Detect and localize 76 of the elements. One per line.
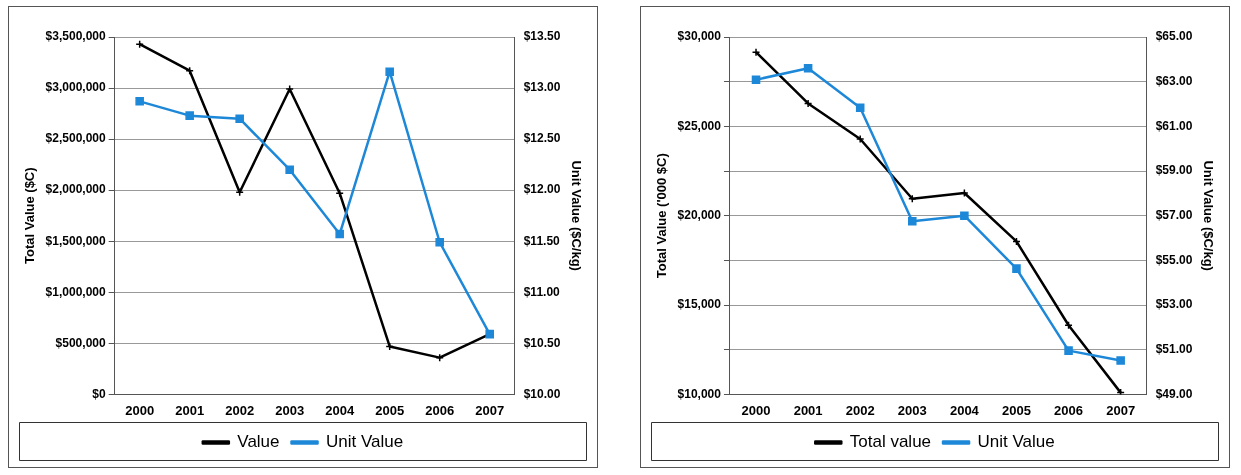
point xyxy=(1116,356,1125,365)
point xyxy=(908,217,917,226)
y2-tick-label: $13.00 xyxy=(523,80,561,95)
point xyxy=(1012,264,1021,273)
y2-tick-label: $57.00 xyxy=(1155,208,1193,223)
y-axis-title: Total Value ($C) xyxy=(22,167,38,264)
legend-label: Unit Value xyxy=(326,432,404,452)
point xyxy=(855,103,865,113)
point xyxy=(235,187,244,197)
y2-tick-label: $13.50 xyxy=(523,29,561,44)
point xyxy=(960,188,969,198)
point xyxy=(1064,346,1073,355)
y2-tick-label: $53.00 xyxy=(1155,297,1193,312)
x-tick-label: 2003 xyxy=(897,402,927,418)
x-tick-label: 2001 xyxy=(793,402,823,418)
y-tick-label: $1,500,000 xyxy=(45,233,106,248)
y-axis-title: Total Value ('000 $C) xyxy=(654,153,670,279)
point xyxy=(285,84,294,94)
y2-tick-label: $11.00 xyxy=(523,284,561,299)
point xyxy=(335,229,344,239)
y-tick-label: $1,000,000 xyxy=(45,284,106,299)
y2-tick-label: $61.00 xyxy=(1155,118,1193,133)
y-tick-label: $15,000 xyxy=(677,297,722,312)
y2-tick-label: $51.00 xyxy=(1155,342,1193,357)
x-tick-label: 2006 xyxy=(1054,402,1084,418)
x-tick-label: 2006 xyxy=(425,402,455,418)
point xyxy=(803,99,813,108)
y2-axis-title: Unit Value ($C/kg) xyxy=(1200,160,1216,271)
point xyxy=(1064,320,1073,330)
y2-tick-label: $10.00 xyxy=(523,386,561,401)
point xyxy=(751,75,761,84)
y-tick-label: $3,000,000 xyxy=(45,80,106,95)
x-tick-label: 2002 xyxy=(845,402,875,418)
y-tick-label: $500,000 xyxy=(55,335,106,350)
x-tick-label: 2000 xyxy=(125,402,155,418)
y-tick-label: $3,500,000 xyxy=(45,29,106,44)
point xyxy=(135,97,144,106)
point xyxy=(435,237,444,247)
y2-tick-label: $65.00 xyxy=(1155,29,1193,44)
y-tick-label: $2,000,000 xyxy=(45,182,106,197)
x-tick-label: 2004 xyxy=(325,402,355,418)
y2-axis-title: Unit Value ($C/kg) xyxy=(568,160,584,271)
x-tick-label: 2005 xyxy=(375,402,405,418)
legend-label: Total value xyxy=(849,432,932,452)
point xyxy=(285,165,294,175)
x-tick-label: 2001 xyxy=(175,402,205,418)
point xyxy=(855,134,865,144)
y2-tick-label: $12.00 xyxy=(523,182,561,197)
x-tick-label: 2005 xyxy=(1002,402,1031,418)
point xyxy=(803,63,813,73)
y-tick-label: $2,500,000 xyxy=(45,131,106,146)
y-tick-label: $10,000 xyxy=(677,386,722,401)
y2-tick-label: $12.50 xyxy=(523,131,561,146)
y-tick-label: $30,000 xyxy=(677,29,722,44)
x-tick-label: 2000 xyxy=(741,402,771,418)
y2-tick-label: $55.00 xyxy=(1155,252,1193,267)
point xyxy=(960,211,969,220)
y-tick-label: $0 xyxy=(92,386,106,401)
x-tick-label: 2007 xyxy=(475,402,505,418)
x-tick-label: 2003 xyxy=(275,402,305,418)
y2-tick-label: $10.50 xyxy=(523,335,561,350)
y2-tick-label: $11.50 xyxy=(523,233,561,248)
legend-label: Value xyxy=(237,432,280,452)
y2-tick-label: $49.00 xyxy=(1155,386,1193,401)
y2-tick-label: $63.00 xyxy=(1155,73,1193,88)
x-tick-label: 2002 xyxy=(225,402,255,418)
point xyxy=(335,188,344,198)
y2-tick-label: $59.00 xyxy=(1155,163,1193,178)
point xyxy=(385,67,394,76)
y-tick-label: $25,000 xyxy=(677,118,722,133)
x-tick-label: 2007 xyxy=(1106,402,1136,418)
x-tick-label: 2004 xyxy=(949,402,980,418)
legend-label: Unit Value xyxy=(977,432,1055,452)
point xyxy=(235,114,244,123)
y-tick-label: $20,000 xyxy=(677,208,722,223)
point xyxy=(185,111,194,120)
